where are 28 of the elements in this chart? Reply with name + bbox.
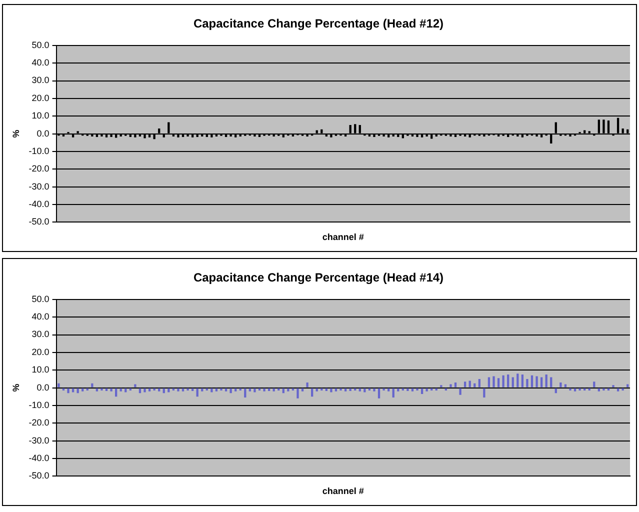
y-tick-label: -30.0 <box>28 181 50 192</box>
y-axis-title: % <box>10 130 21 138</box>
y-tick-label: -10.0 <box>28 400 50 410</box>
y-tick-label: -50.0 <box>28 216 50 227</box>
y-tick-label: 30.0 <box>32 329 50 340</box>
y-tick-label: -20.0 <box>28 164 50 174</box>
chart-title: Capacitance Change Percentage (Head #14) <box>193 270 444 285</box>
chart-title: Capacitance Change Percentage (Head #12) <box>193 16 444 31</box>
y-tick-label: 40.0 <box>32 312 50 322</box>
y-tick-label: 50.0 <box>32 40 50 50</box>
y-tick-label: 20.0 <box>32 346 50 357</box>
y-tick-label: -30.0 <box>28 435 50 446</box>
y-tick-label: 40.0 <box>32 58 50 68</box>
y-tick-label: 30.0 <box>32 75 50 86</box>
x-axis-title: channel # <box>322 232 364 242</box>
y-tick-label: 0.0 <box>36 382 50 392</box>
y-tick-label: -40.0 <box>28 453 50 464</box>
y-tick-label: -40.0 <box>28 199 50 210</box>
y-tick-label: 10.0 <box>32 110 50 121</box>
y-tick-label: 50.0 <box>32 294 50 304</box>
y-tick-label: -20.0 <box>28 418 50 428</box>
y-axis-title: % <box>10 384 21 392</box>
y-tick-label: 0.0 <box>36 128 50 138</box>
y-tick-label: 10.0 <box>32 364 50 375</box>
y-tick-label: -50.0 <box>28 470 50 481</box>
y-tick-label: -10.0 <box>28 146 50 156</box>
y-tick-label: 20.0 <box>32 92 50 103</box>
x-axis-title: channel # <box>322 486 364 496</box>
